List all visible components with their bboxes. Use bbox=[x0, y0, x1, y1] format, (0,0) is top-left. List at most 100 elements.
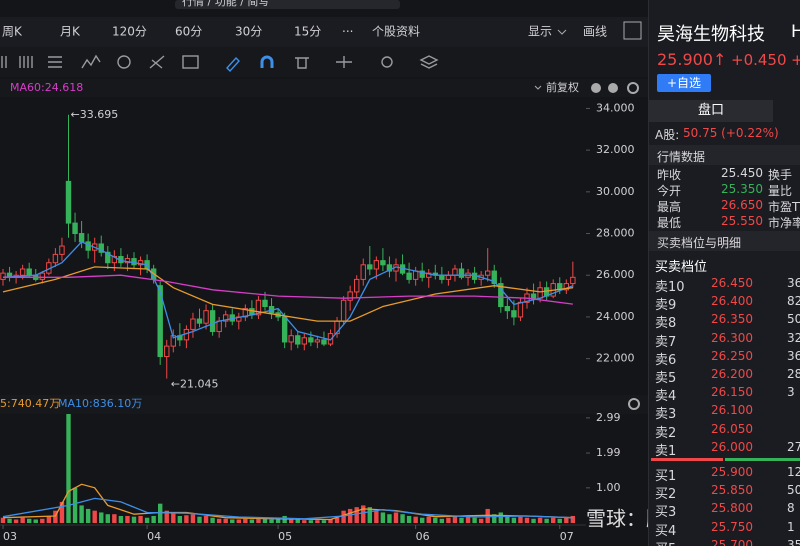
book-volume: 3 bbox=[787, 385, 795, 400]
volume-bar bbox=[537, 517, 543, 523]
icon-lines[interactable] bbox=[48, 56, 62, 68]
candle-body bbox=[288, 335, 294, 343]
book-label: 卖1 bbox=[655, 443, 677, 459]
volume-bar bbox=[72, 487, 78, 523]
icon-cycle[interactable] bbox=[117, 55, 131, 69]
icon-trash[interactable] bbox=[295, 57, 309, 69]
volume-bar bbox=[446, 517, 451, 523]
candle-body bbox=[19, 268, 26, 276]
book-label: 卖3 bbox=[655, 407, 677, 423]
icon-text[interactable] bbox=[182, 55, 199, 69]
stat-label2: 量比 bbox=[768, 184, 793, 198]
volume-bar bbox=[302, 520, 307, 523]
profile-button[interactable]: 个股资料 bbox=[372, 25, 420, 39]
book-label: 买4 bbox=[655, 523, 677, 539]
candle-body bbox=[216, 320, 222, 333]
candle-body bbox=[419, 270, 425, 278]
candle-body bbox=[164, 345, 170, 358]
volume-bar bbox=[524, 517, 530, 523]
candle-body bbox=[105, 251, 111, 264]
volume-bar bbox=[33, 519, 38, 523]
candle-body bbox=[373, 260, 380, 270]
stat-label: 昨收 bbox=[657, 168, 682, 182]
candle-body bbox=[412, 270, 419, 280]
candle-body bbox=[511, 310, 517, 318]
adjust-select[interactable]: 前复权 bbox=[546, 80, 579, 94]
section-bg bbox=[649, 145, 800, 165]
low-label: ←21.045 bbox=[171, 378, 219, 391]
ma-legend: MA60:24.618 bbox=[10, 81, 83, 94]
period-button[interactable]: 周K bbox=[2, 25, 23, 39]
draw-button[interactable]: 画线 bbox=[583, 25, 607, 39]
price-header bbox=[0, 79, 648, 97]
book-price: 26.450 bbox=[711, 276, 753, 290]
tab-bg bbox=[649, 100, 773, 122]
book-label: 买5 bbox=[655, 538, 676, 546]
volume-bar bbox=[328, 519, 333, 523]
zoom-out[interactable] bbox=[608, 83, 618, 93]
candle-body bbox=[65, 180, 72, 224]
volume-bar bbox=[472, 517, 477, 523]
volume-bar bbox=[40, 518, 45, 523]
more-button[interactable]: ··· bbox=[342, 25, 353, 39]
book-label: 卖7 bbox=[655, 334, 677, 350]
icon-wave[interactable] bbox=[81, 54, 101, 69]
display-button[interactable]: 显示 bbox=[528, 25, 552, 39]
volume-bar bbox=[511, 517, 517, 523]
candle-body bbox=[203, 310, 209, 324]
candle-body bbox=[98, 243, 104, 253]
book-volume: 8 bbox=[787, 501, 795, 516]
period-button[interactable]: 120分 bbox=[112, 25, 147, 39]
candle-body bbox=[39, 272, 45, 280]
x-tick-label: 05 bbox=[278, 530, 292, 543]
volume-settings[interactable] bbox=[628, 398, 640, 410]
stat-value: 25.450 bbox=[721, 166, 763, 180]
icon-settings[interactable] bbox=[381, 56, 393, 68]
chart-settings[interactable] bbox=[627, 82, 639, 94]
icon-magnet[interactable] bbox=[260, 55, 274, 68]
volume-bar bbox=[0, 517, 6, 523]
period-button[interactable]: 月K bbox=[60, 25, 81, 39]
section-title: 买卖档位与明细 bbox=[657, 236, 742, 250]
period-button[interactable]: 15分 bbox=[294, 25, 321, 39]
period-button[interactable]: 30分 bbox=[235, 25, 262, 39]
x-tick-label: 07 bbox=[560, 530, 574, 543]
candle-body bbox=[452, 268, 458, 276]
period-button[interactable]: 60分 bbox=[175, 25, 202, 39]
candle-body bbox=[360, 264, 366, 280]
watch-button[interactable]: +自选 bbox=[657, 74, 711, 92]
book-price: 26.300 bbox=[711, 330, 753, 345]
volume-bar bbox=[256, 517, 261, 523]
volume-bar bbox=[380, 512, 386, 523]
book-volume: 35 bbox=[787, 537, 800, 546]
book-volume: 27 bbox=[787, 439, 800, 454]
stat-value: 26.650 bbox=[721, 198, 763, 212]
search-box[interactable] bbox=[175, 0, 400, 9]
candle-body bbox=[354, 278, 360, 293]
a-share: 50.75 (+0.22%) bbox=[683, 126, 779, 140]
volume-bar bbox=[164, 510, 169, 523]
candle-body bbox=[380, 260, 386, 266]
volume-bar bbox=[85, 508, 91, 523]
volume-bar bbox=[367, 507, 372, 523]
candle-body bbox=[570, 276, 576, 285]
volume-bar bbox=[171, 512, 176, 523]
book-volume: 50 bbox=[787, 483, 800, 498]
tab[interactable]: 盘口 bbox=[697, 103, 724, 118]
icon-pen[interactable] bbox=[226, 56, 240, 73]
volume-bar bbox=[347, 508, 353, 523]
icon-fib[interactable] bbox=[149, 55, 165, 69]
candle-body bbox=[347, 291, 353, 301]
zoom-in[interactable] bbox=[591, 83, 601, 93]
volume-bar bbox=[99, 512, 104, 523]
icon-bars[interactable] bbox=[1, 56, 33, 68]
volume-legend: 5:740.47万 bbox=[0, 397, 60, 410]
y-tick-label: 24.000 bbox=[596, 310, 635, 323]
ma-line bbox=[2, 497, 573, 520]
y-tick-label: 22.000 bbox=[596, 352, 635, 365]
layout-toggle[interactable] bbox=[623, 21, 642, 40]
icon-split[interactable] bbox=[336, 56, 352, 68]
icon-layers[interactable] bbox=[419, 55, 439, 69]
volume-bar bbox=[197, 516, 202, 523]
volume-bar bbox=[570, 515, 576, 523]
